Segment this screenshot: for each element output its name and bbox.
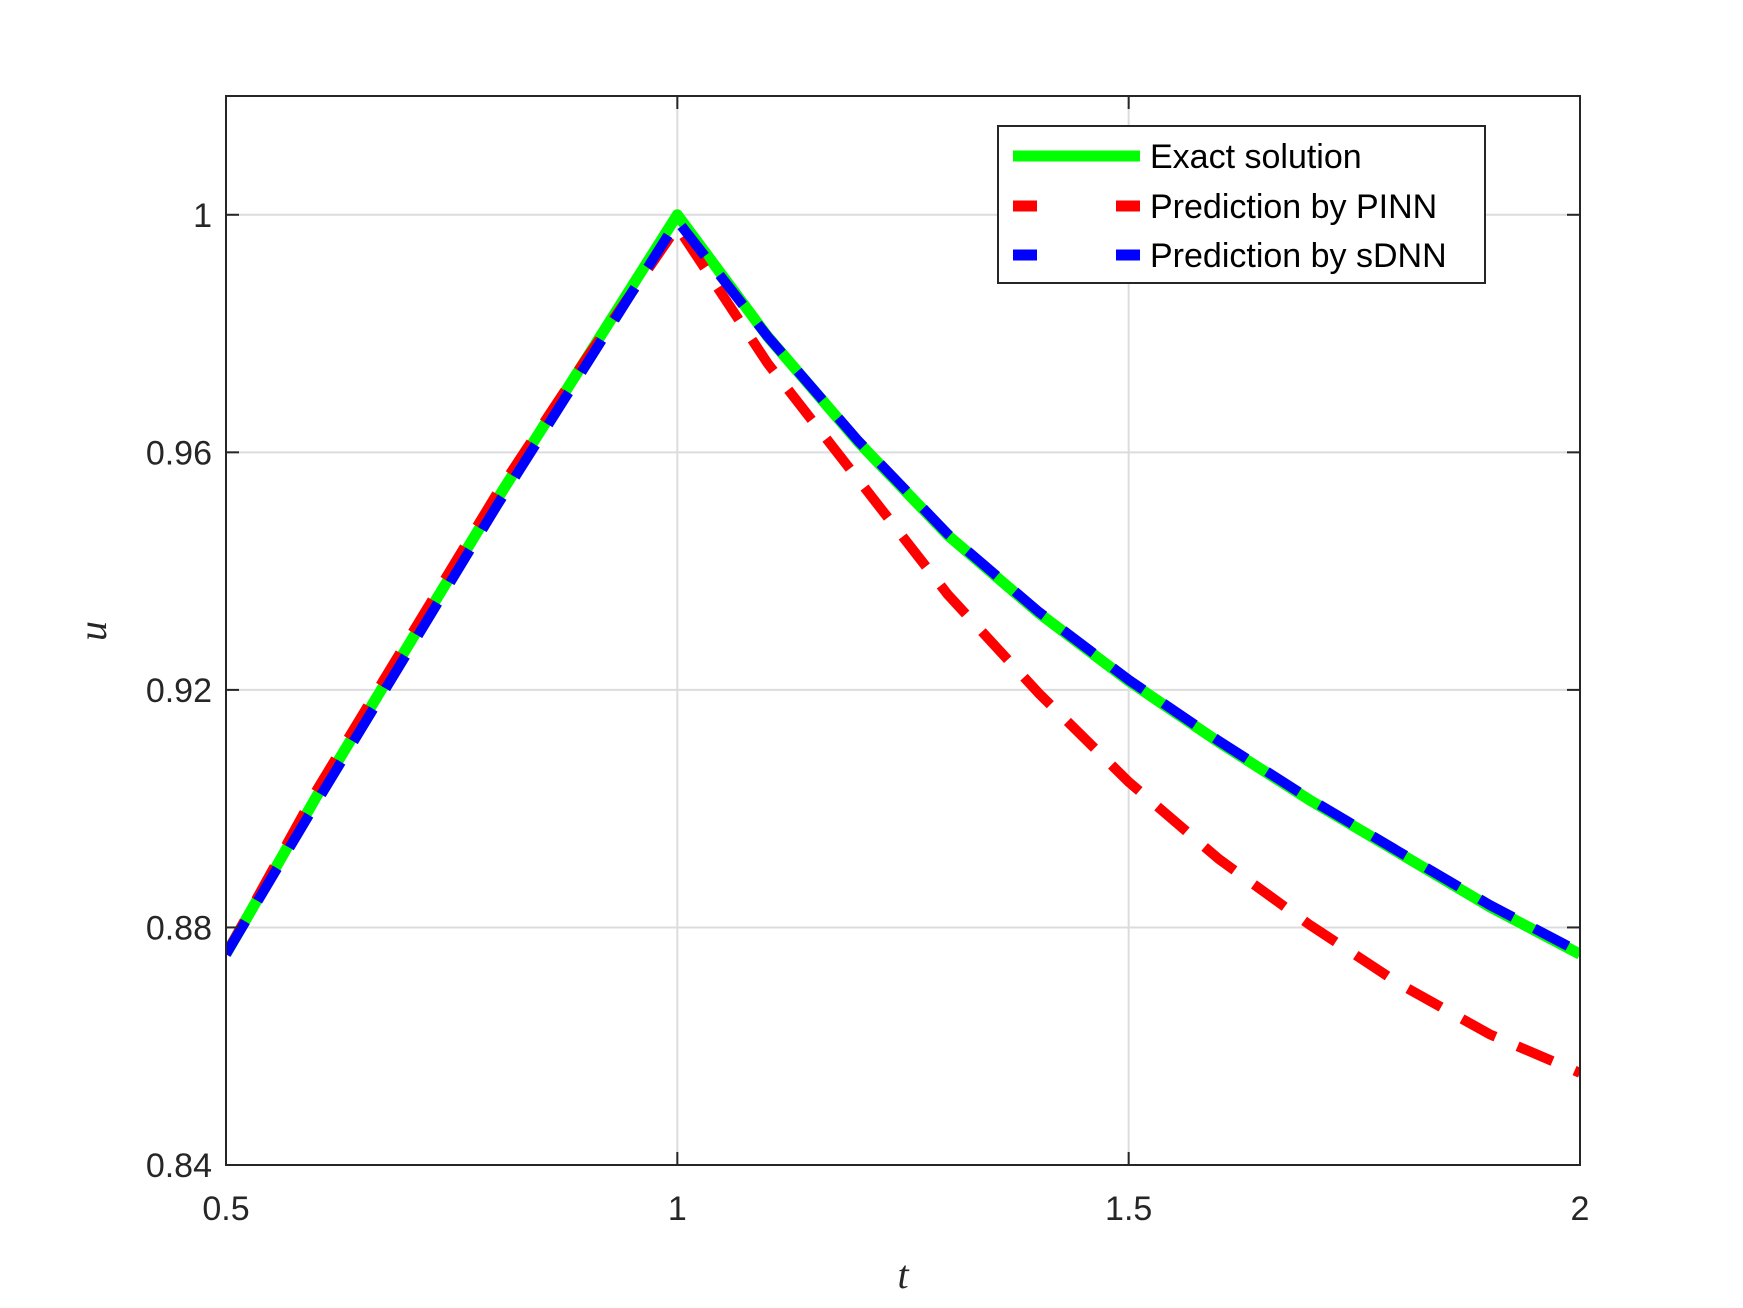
tick-marks bbox=[225, 96, 1581, 1166]
y-tick-label: 0.84 bbox=[146, 1147, 212, 1185]
y-tick-label: 0.96 bbox=[146, 434, 212, 472]
y-tick-label: 0.92 bbox=[146, 672, 212, 710]
x-axis-label: t bbox=[897, 1252, 909, 1297]
legend-label: Prediction by PINN bbox=[1150, 188, 1437, 226]
series-line-prediction-by-pinn bbox=[226, 221, 1580, 1078]
y-axis-label: u bbox=[70, 621, 115, 641]
axes-box bbox=[225, 95, 1581, 1166]
series-layer bbox=[226, 209, 1580, 1078]
x-tick-label: 1 bbox=[668, 1190, 687, 1228]
legend-label: Prediction by sDNN bbox=[1150, 237, 1447, 275]
x-tick-label: 1.5 bbox=[1105, 1190, 1152, 1228]
x-tick-labels: 0.5 1 1.5 2 bbox=[202, 1190, 1589, 1228]
axes-frame bbox=[225, 95, 1581, 1166]
x-tick-label: 0.5 bbox=[202, 1190, 249, 1228]
legend: Exact solution Prediction by PINN Predicti… bbox=[997, 125, 1486, 284]
y-tick-labels: 0.84 0.88 0.92 0.96 1 bbox=[146, 197, 212, 1185]
legend-label: Exact solution bbox=[1150, 138, 1362, 176]
x-tick-label: 2 bbox=[1571, 1190, 1590, 1228]
y-tick-label: 0.88 bbox=[146, 909, 212, 947]
series-line-prediction-by-sdnn bbox=[226, 215, 1580, 957]
y-tick-label: 1 bbox=[193, 197, 212, 235]
